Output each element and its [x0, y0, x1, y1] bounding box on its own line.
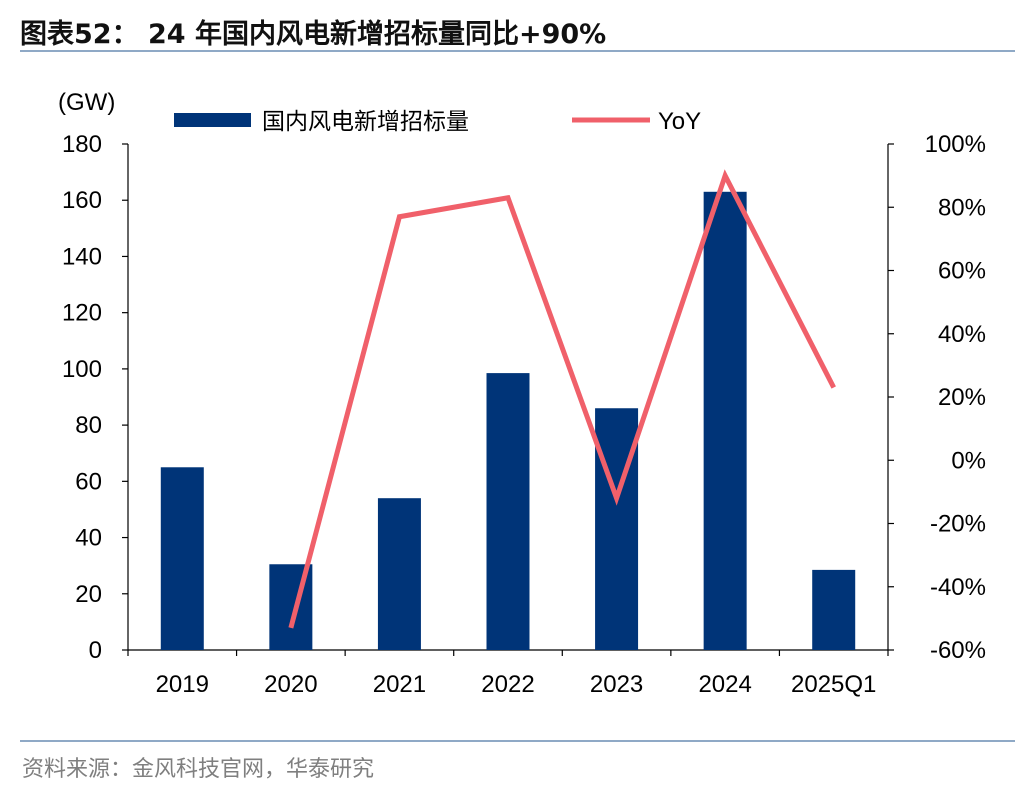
right-axis-tick-label: -60% — [930, 637, 986, 664]
left-axis-tick-label: 120 — [62, 300, 102, 327]
bar — [595, 408, 639, 650]
right-axis-tick-label: 0% — [951, 447, 986, 474]
x-axis-tick-label: 2021 — [373, 671, 426, 698]
bar — [486, 373, 530, 650]
legend-line-label: YoY — [658, 108, 701, 135]
left-axis-unit-label: (GW) — [58, 89, 115, 116]
x-axis: 2019 2020 2021 2022 2023 2024 2025Q1 — [127, 649, 889, 698]
bar — [160, 467, 204, 650]
left-axis-tick-label: 60 — [75, 468, 102, 495]
right-axis-tick-label: 40% — [938, 321, 986, 348]
x-axis-tick-label: 2024 — [698, 671, 751, 698]
left-axis-tick-label: 40 — [75, 525, 102, 552]
right-axis-tick-label: -20% — [930, 511, 986, 538]
right-axis-tick-label: 60% — [938, 258, 986, 285]
x-axis-tick-label: 2020 — [264, 671, 317, 698]
right-axis-tick-label: 100% — [925, 131, 986, 158]
x-axis-tick-label: 2019 — [156, 671, 209, 698]
x-axis-tick-label: 2022 — [481, 671, 534, 698]
legend: 国内风电新增招标量 YoY — [174, 108, 701, 135]
legend-bar-label: 国内风电新增招标量 — [262, 109, 469, 135]
title-divider — [20, 50, 1015, 52]
yoy-line-series — [288, 169, 836, 629]
source-note: 资料来源：金风科技官网，华泰研究 — [22, 757, 375, 782]
right-axis-tick-label: -40% — [930, 574, 986, 601]
legend-bar-swatch — [174, 113, 251, 127]
right-axis: -60% -40% -20% 0% 20% 40% 60% 80% 100% — [887, 131, 986, 664]
bar — [377, 498, 421, 650]
left-axis-tick-label: 80 — [75, 412, 102, 439]
x-axis-tick-label: 2023 — [590, 671, 643, 698]
left-axis-tick-label: 100 — [62, 356, 102, 383]
left-axis: 0 20 40 60 80 100 120 140 160 180 (GW) — [58, 89, 129, 664]
left-axis-tick-label: 160 — [62, 187, 102, 214]
bar-series — [160, 191, 856, 651]
left-axis-tick-label: 140 — [62, 243, 102, 270]
right-axis-tick-label: 20% — [938, 384, 986, 411]
yoy-line — [288, 169, 836, 629]
bar — [812, 569, 856, 650]
source-divider — [20, 740, 1015, 742]
left-axis-tick-label: 180 — [62, 131, 102, 158]
right-axis-tick-label: 80% — [938, 194, 986, 221]
page-title: 图表52： 24 年国内风电新增招标量同比+90% — [20, 19, 607, 50]
x-axis-tick-label: 2025Q1 — [791, 671, 876, 698]
left-axis-tick-label: 0 — [89, 637, 102, 664]
left-axis-tick-label: 20 — [75, 581, 102, 608]
bar — [703, 191, 747, 651]
chart: 国内风电新增招标量 YoY 0 20 40 60 80 100 120 140 160 180 (GW… — [58, 89, 986, 698]
